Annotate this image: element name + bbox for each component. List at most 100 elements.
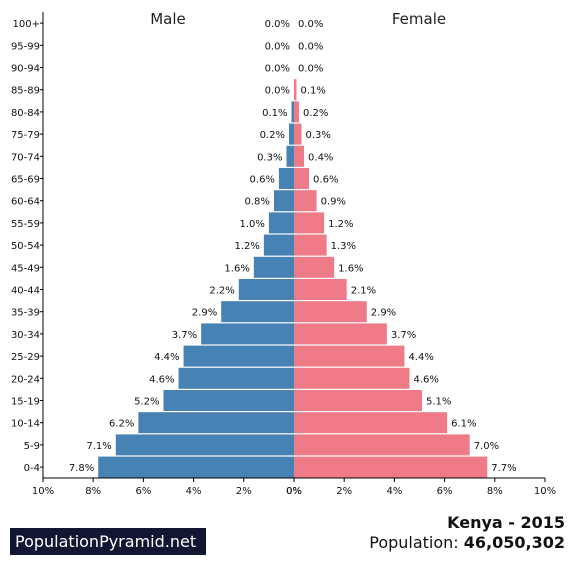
female-bar [294,101,300,123]
female-value-label: 0.6% [313,175,338,186]
male-bar [253,256,294,278]
percent-tick-label: 0% [286,486,302,497]
population-label: Population: [369,533,459,552]
value-labels-group: 0.0% 0.0% 0.0% 0.0% 0.0% 0.0% 0.0% 0.1% 0.1% 0.2%… [69,19,517,474]
male-bar [286,145,294,167]
female-bar [294,212,325,234]
percent-tick-label: 6% [135,486,151,497]
male-value-label: 4.6% [149,374,174,385]
age-tick-label: 20-24 [11,374,40,385]
female-bar [294,301,367,323]
male-bar [183,345,294,367]
age-tick-label: 70-74 [11,152,40,163]
male-value-label: 7.1% [86,441,111,452]
percent-tick-label: 2% [336,486,352,497]
age-tick-label: 5-9 [24,441,40,452]
male-bar [263,234,294,256]
female-bar [294,234,327,256]
male-value-label: 4.4% [154,352,179,363]
female-value-label: 0.9% [321,197,346,208]
age-tick-label: 95-99 [11,41,40,52]
percent-tick-label: 2% [236,486,252,497]
male-value-label: 0.1% [262,108,287,119]
female-bar [294,434,470,456]
male-value-label: 0.0% [265,64,290,75]
female-bar [294,190,317,212]
bars-group [98,79,488,478]
male-value-label: 5.2% [134,397,159,408]
age-tick-label: 75-79 [11,130,40,141]
male-bar [98,456,294,478]
female-value-label: 0.4% [308,152,333,163]
female-value-label: 3.7% [391,330,416,341]
age-tick-label: 0-4 [24,463,40,474]
age-tick-label: 65-69 [11,175,40,186]
percent-tick-label: 6% [437,486,453,497]
male-bar [288,123,294,145]
percent-tick-label: 8% [85,486,101,497]
female-value-label: 4.6% [413,374,438,385]
male-value-label: 3.7% [172,330,197,341]
male-bar [201,323,294,345]
female-value-label: 7.7% [491,463,516,474]
male-bar [238,279,294,300]
male-value-label: 6.2% [109,419,134,430]
female-value-label: 5.1% [426,397,451,408]
population-total: Population: 46,050,302 [369,533,565,552]
population-value: 46,050,302 [463,533,565,552]
female-value-label: 6.1% [451,419,476,430]
age-tick-label: 80-84 [11,108,40,119]
age-tick-label: 40-44 [11,286,40,297]
female-bar [294,412,448,434]
female-value-label: 0.0% [298,19,323,30]
age-axis: 100+ 95-99 90-94 85-89 80-84 75-79 70-74 65-69 6… [11,12,44,478]
percent-tick-label: 0% [286,486,302,497]
age-tick-label: 90-94 [11,64,40,75]
age-tick-label: 60-64 [11,197,40,208]
male-value-label: 1.0% [239,219,264,230]
age-tick-label: 50-54 [11,241,40,252]
age-tick-label: 85-89 [11,86,40,97]
male-value-label: 1.2% [234,241,259,252]
male-bar [163,390,294,411]
female-bar [294,390,423,411]
male-bar [273,190,294,212]
female-value-label: 0.1% [301,86,326,97]
percent-tick-label: 4% [386,486,402,497]
percent-tick-label: 10% [32,486,54,497]
female-series-title: Female [392,10,446,28]
female-bar [294,323,387,345]
male-bar [221,301,294,323]
age-tick-label: 100+ [13,19,40,30]
country-year-title: Kenya - 2015 [447,513,565,532]
percent-tick-label: 10% [534,486,556,497]
female-value-label: 0.2% [303,108,328,119]
male-value-label: 0.0% [265,86,290,97]
female-value-label: 0.0% [298,41,323,52]
age-tick-label: 45-49 [11,263,40,274]
female-bar [294,79,297,101]
female-bar [294,456,488,478]
percent-tick-label: 8% [487,486,503,497]
female-value-label: 7.0% [474,441,499,452]
male-bar [115,434,294,456]
female-value-label: 0.3% [306,130,331,141]
male-value-label: 0.8% [245,197,270,208]
female-bar [294,279,347,300]
male-value-label: 7.8% [69,463,94,474]
age-tick-label: 55-59 [11,219,40,230]
brand-logo[interactable]: PopulationPyramid.net [10,528,206,555]
population-pyramid-chart: Male Female 0.0% 0.0%0.0% 0.0%0.0% 0.0%0.0%… [11,10,556,497]
male-value-label: 2.9% [192,308,217,319]
male-bar [278,168,294,189]
age-tick-label: 10-14 [11,419,40,430]
male-value-label: 0.2% [260,130,285,141]
age-tick-label: 15-19 [11,397,40,408]
female-value-label: 0.0% [298,64,323,75]
male-value-label: 0.0% [265,41,290,52]
female-bar [294,123,302,145]
female-bar [294,145,305,167]
female-value-label: 2.9% [371,308,396,319]
female-value-label: 1.2% [328,219,353,230]
male-value-label: 0.6% [250,175,275,186]
